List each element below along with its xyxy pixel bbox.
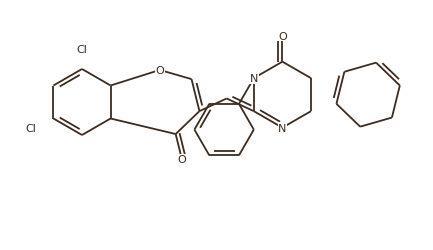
Text: N: N [278, 123, 287, 133]
Text: Cl: Cl [25, 124, 36, 134]
Text: N: N [250, 74, 258, 84]
Text: O: O [155, 66, 164, 76]
Text: O: O [178, 155, 186, 164]
Text: O: O [278, 32, 287, 42]
Text: Cl: Cl [77, 45, 87, 55]
